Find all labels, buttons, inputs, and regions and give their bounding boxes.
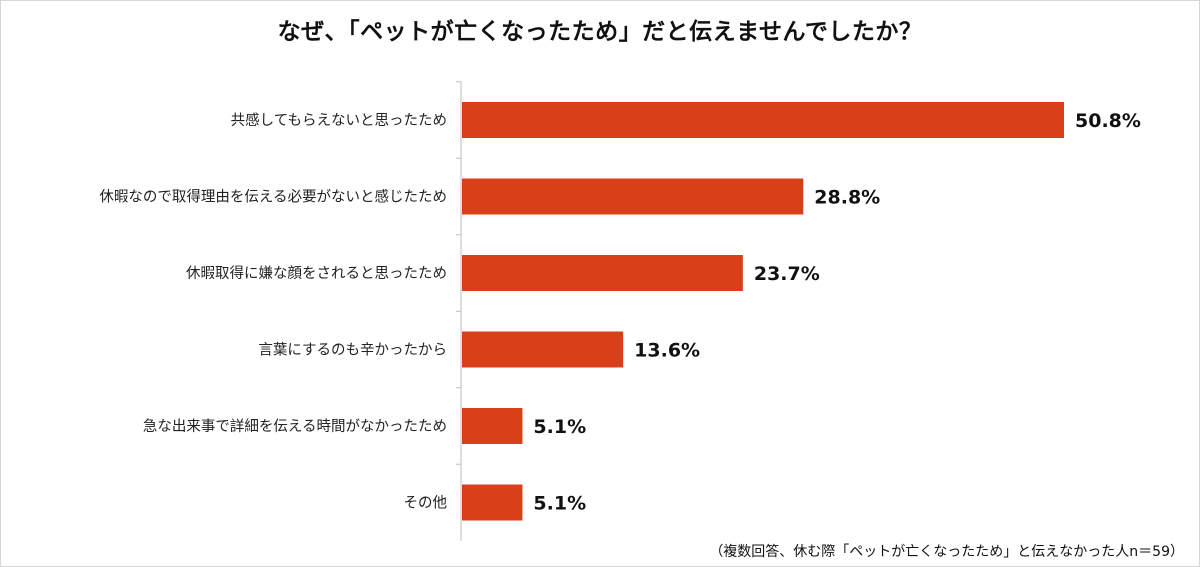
bar bbox=[462, 484, 523, 521]
bars-layer: 共感してもらえないと思ったため 50.8% 休暇なので取得理由を伝える必要がないと感… bbox=[99, 81, 1141, 521]
bar bbox=[462, 255, 743, 291]
category-label: 急な出来事で詳細を伝える時間がなかったため bbox=[143, 418, 447, 435]
data-label: 5.1% bbox=[533, 416, 586, 438]
chart-footnote: （複数回答、休む際「ペットが亡くなったため」と伝えなかった人n＝59） bbox=[709, 544, 1184, 560]
bar bbox=[462, 102, 1064, 138]
bar bbox=[462, 178, 804, 215]
data-label: 28.8% bbox=[814, 187, 880, 209]
bar bbox=[462, 331, 624, 368]
category-label: 共感してもらえないと思ったため bbox=[231, 112, 447, 129]
data-label: 5.1% bbox=[533, 493, 586, 515]
category-label: 休暇なので取得理由を伝える必要がないと感じたため bbox=[99, 189, 447, 206]
data-label: 50.8% bbox=[1075, 110, 1141, 132]
bar bbox=[462, 408, 523, 444]
category-label: 休暇取得に嫌な顔をされると思ったため bbox=[186, 265, 447, 282]
data-label: 23.7% bbox=[754, 263, 820, 285]
category-label: 言葉にするのも辛かったから bbox=[258, 342, 447, 359]
chart-title: なぜ、「ペットが亡くなったため」だと伝えませんでしたか？ bbox=[277, 19, 923, 45]
data-label: 13.6% bbox=[634, 340, 700, 362]
category-label: その他 bbox=[404, 495, 448, 512]
